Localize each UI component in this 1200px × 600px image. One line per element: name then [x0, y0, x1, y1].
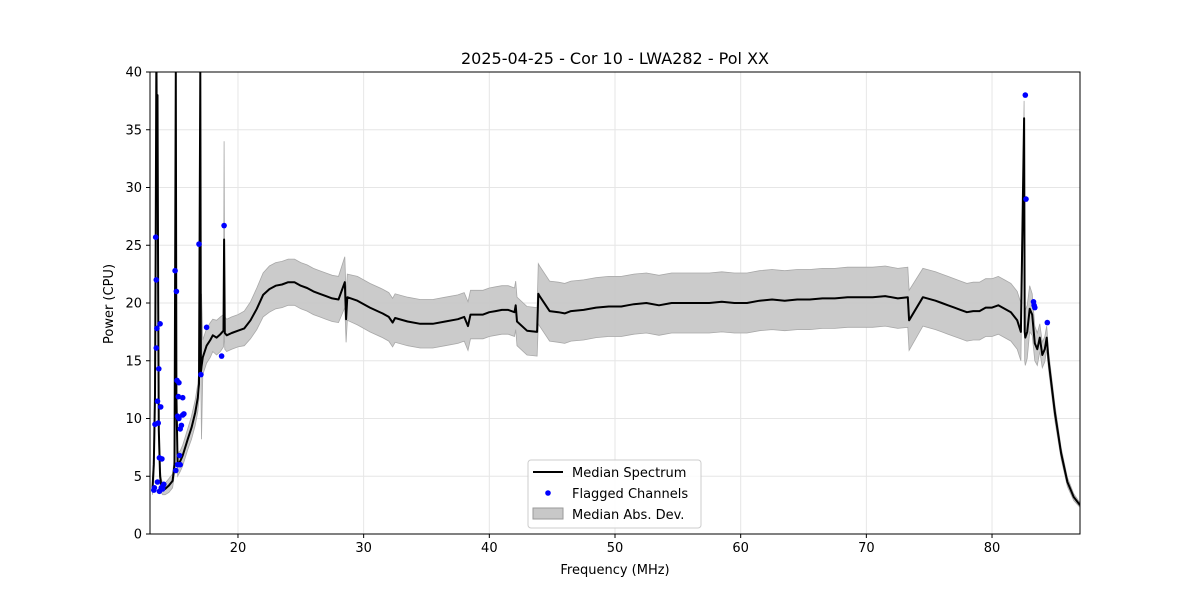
legend-label-median-spectrum: Median Spectrum: [572, 466, 686, 481]
x-axis-label: Frequency (MHz): [560, 563, 669, 578]
median-spectrum-line: [151, 72, 1080, 506]
median-line-layer: [151, 72, 1080, 506]
legend: Median Spectrum Flagged Channels Median …: [527, 459, 702, 529]
flagged-channel-point: [181, 411, 187, 417]
tick-layer: 20 30 40 50 60 70 80 0 5 10 15 20 25 30 35 40: [125, 66, 1000, 557]
y-tick-label: 40: [125, 66, 142, 81]
legend-point-swatch: [545, 490, 551, 496]
y-tick-label: 30: [125, 181, 142, 196]
x-tick-label: 60: [732, 541, 749, 556]
flagged-channel-point: [173, 288, 180, 295]
flagged-channel-point: [154, 479, 161, 485]
legend-label-flagged-channels: Flagged Channels: [572, 487, 688, 502]
flagged-channel-point: [156, 366, 162, 372]
flagged-points-layer: [151, 92, 1051, 495]
flagged-channel-point: [152, 234, 159, 240]
y-tick-label: 5: [134, 470, 142, 485]
flagged-channel-point: [157, 404, 164, 410]
flagged-channel-point: [179, 394, 186, 401]
y-tick-label: 0: [134, 528, 142, 543]
flagged-channel-point: [173, 467, 179, 474]
flagged-channel-point: [221, 222, 227, 229]
x-tick-label: 20: [230, 541, 247, 556]
x-tick-label: 30: [355, 541, 372, 556]
y-tick-label: 20: [125, 297, 142, 312]
flagged-channel-point: [157, 321, 163, 327]
flagged-channel-point: [1022, 92, 1029, 98]
y-tick-label: 15: [125, 354, 142, 369]
legend-band-swatch: [532, 507, 564, 520]
flagged-channel-point: [175, 393, 182, 400]
flagged-channel-point: [154, 325, 160, 332]
flagged-channel-point: [155, 420, 161, 426]
flagged-channel-point: [172, 267, 178, 274]
flagged-channel-point: [153, 277, 160, 283]
flagged-channel-point: [203, 324, 210, 331]
y-tick-label: 10: [125, 412, 142, 427]
flagged-channel-point: [153, 345, 160, 351]
y-tick-label: 25: [125, 239, 142, 254]
flagged-channel-point: [176, 415, 182, 422]
flagged-channel-point: [178, 422, 185, 429]
mad-band-layer: [152, 72, 1080, 508]
flagged-channel-point: [196, 241, 202, 247]
flagged-channel-point: [154, 398, 161, 405]
mad-band: [152, 72, 1080, 508]
x-tick-label: 70: [858, 541, 875, 556]
flagged-channel-point: [159, 456, 165, 462]
flagged-channel-point: [1044, 319, 1051, 326]
flagged-channel-point: [1023, 196, 1029, 202]
x-tick-label: 80: [984, 541, 1001, 556]
legend-label-mad: Median Abs. Dev.: [572, 508, 684, 523]
flagged-channel-point: [176, 379, 182, 386]
x-tick-label: 50: [607, 541, 624, 556]
flagged-channel-point: [161, 481, 167, 488]
flagged-channel-point: [177, 461, 183, 468]
flagged-channel-point: [176, 452, 183, 459]
flagged-channel-point: [198, 371, 204, 378]
legend-box: [527, 459, 702, 529]
chart-title: 2025-04-25 - Cor 10 - LWA282 - Pol XX: [461, 49, 769, 68]
x-tick-label: 40: [481, 541, 498, 556]
flagged-channel-point: [151, 485, 158, 491]
flagged-channel-point: [1032, 304, 1038, 311]
y-axis-label: Power (CPU): [102, 264, 117, 344]
y-tick-label: 35: [125, 123, 142, 138]
flagged-channel-point: [218, 353, 225, 359]
